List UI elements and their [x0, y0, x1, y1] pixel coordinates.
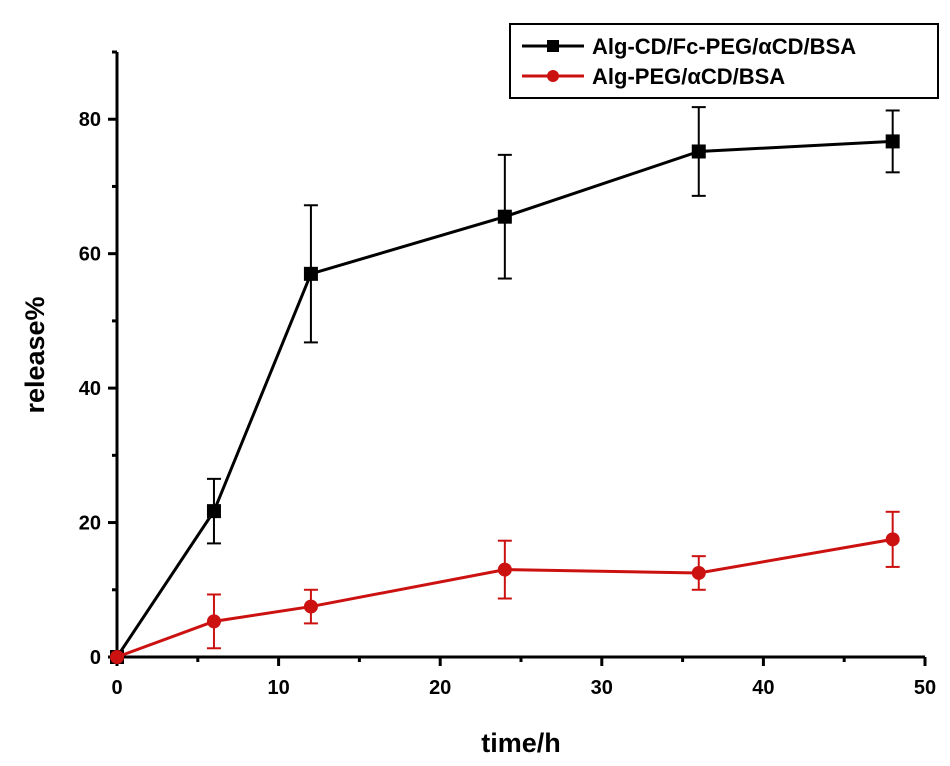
data-series [110, 106, 900, 664]
legend-marker [547, 40, 559, 52]
x-tick-label: 20 [429, 677, 451, 699]
data-point [303, 266, 318, 281]
series-line [116, 537, 893, 659]
data-point [497, 562, 512, 577]
x-axis-title: time/h [481, 728, 561, 758]
data-point [110, 650, 124, 664]
legend-marker [547, 70, 559, 82]
x-tick-label: 10 [267, 677, 289, 699]
data-point [691, 565, 706, 580]
y-tick-label: 60 [79, 244, 101, 266]
legend-box [509, 23, 939, 99]
legend-label: Alg-PEG/αCD/BSA [592, 64, 785, 89]
y-tick-label: 0 [90, 647, 101, 669]
data-point [497, 209, 512, 224]
legend-label: Alg-CD/Fc-PEG/αCD/BSA [592, 34, 856, 59]
y-tick-label: 40 [79, 378, 101, 400]
data-point [885, 532, 900, 547]
series-2 [110, 510, 900, 664]
x-tick-label: 0 [111, 677, 122, 699]
y-tick-label: 20 [79, 513, 101, 535]
x-tick-label: 30 [591, 677, 613, 699]
data-point [691, 144, 706, 159]
x-tick-label: 50 [914, 677, 936, 699]
data-point [206, 614, 221, 629]
data-point [885, 134, 900, 149]
series-line [115, 139, 893, 658]
data-point [206, 504, 221, 519]
x-tick-label: 40 [752, 677, 774, 699]
axes [115, 52, 925, 659]
y-tick-label: 80 [79, 109, 101, 131]
y-axis-title: release% [20, 296, 50, 413]
data-point [303, 599, 318, 614]
ticks: 0 10 20 30 40 50 0 20 40 60 80 [79, 50, 936, 699]
legend: Alg-CD/Fc-PEG/αCD/BSA Alg-PEG/αCD/BSA [509, 23, 939, 99]
